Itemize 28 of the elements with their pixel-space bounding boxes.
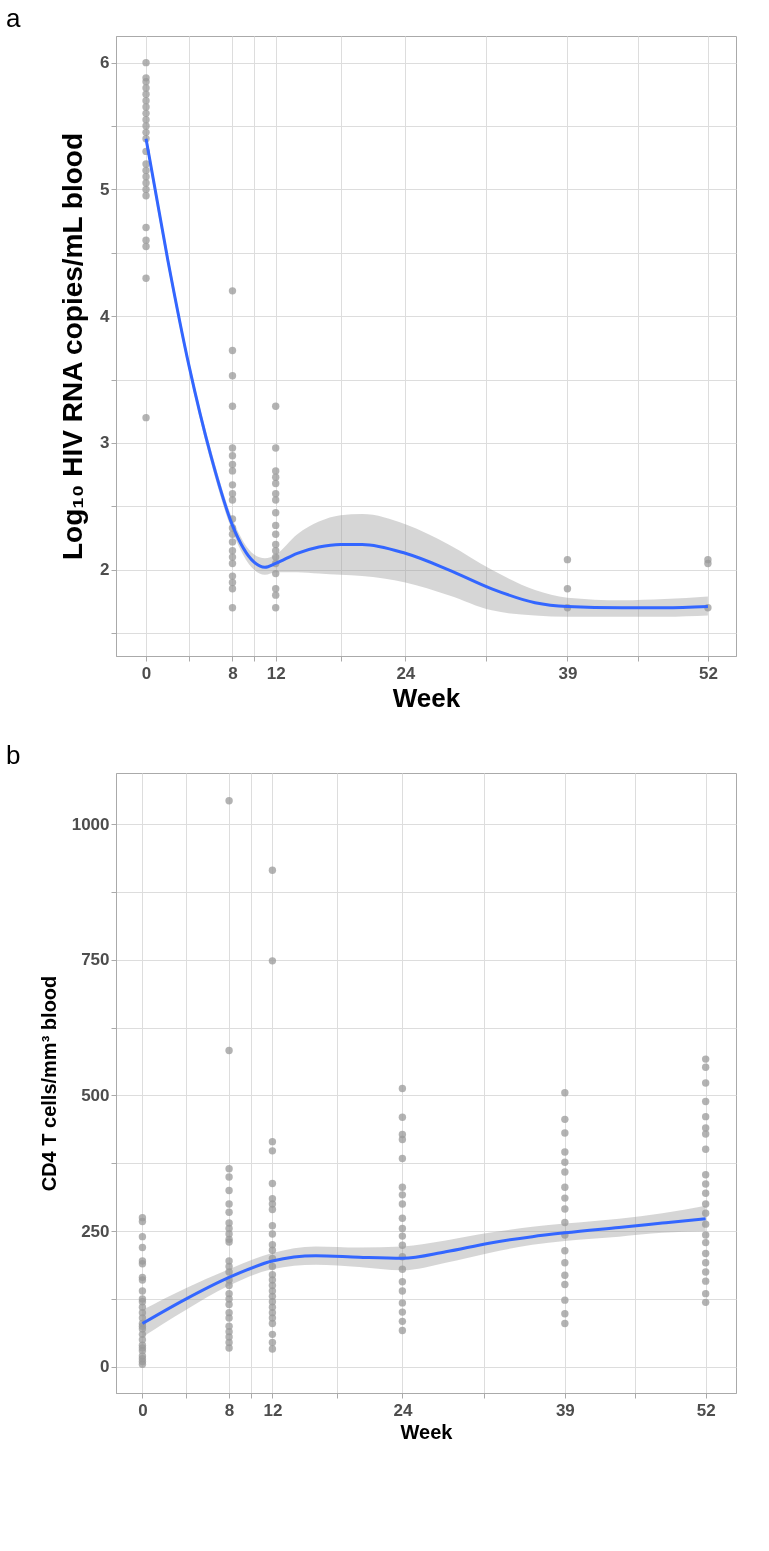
x-tick-label: 8: [228, 663, 238, 683]
x-axis-title: Week: [392, 682, 461, 713]
x-axis-title: Week: [400, 1420, 454, 1443]
y-tick-label: 6: [100, 53, 110, 73]
x-tick-label: 0: [141, 663, 152, 683]
x-tick-label: 52: [698, 663, 718, 683]
x-tick-label: 24: [393, 1400, 413, 1420]
y-tick-label: 4: [100, 306, 111, 326]
x-tick-label: 24: [396, 663, 416, 683]
y-tick-label: 250: [81, 1221, 110, 1241]
x-tick-label: 8: [224, 1400, 235, 1420]
y-axis-title: CD4 T cells/mm³ blood: [37, 975, 60, 1192]
y-tick-label: 0: [100, 1357, 110, 1377]
y-tick-label: 5: [100, 179, 110, 199]
chart-title: b: [6, 740, 21, 770]
x-tick-label: 39: [558, 663, 578, 683]
x-tick-label: 12: [263, 1400, 283, 1420]
y-tick-label: 1000: [71, 814, 110, 834]
y-axis-title: Log₁₀ HIV RNA copies/mL blood: [57, 132, 89, 561]
x-tick-label: 52: [696, 1400, 716, 1420]
chart-title: a: [6, 3, 21, 33]
x-tick-label: 12: [266, 663, 286, 683]
y-tick-label: 500: [81, 1085, 110, 1105]
x-tick-label: 39: [555, 1400, 575, 1420]
y-tick-label: 2: [100, 560, 110, 580]
x-tick-label: 0: [138, 1400, 148, 1420]
y-tick-label: 3: [100, 433, 110, 453]
y-tick-label: 750: [81, 950, 110, 970]
